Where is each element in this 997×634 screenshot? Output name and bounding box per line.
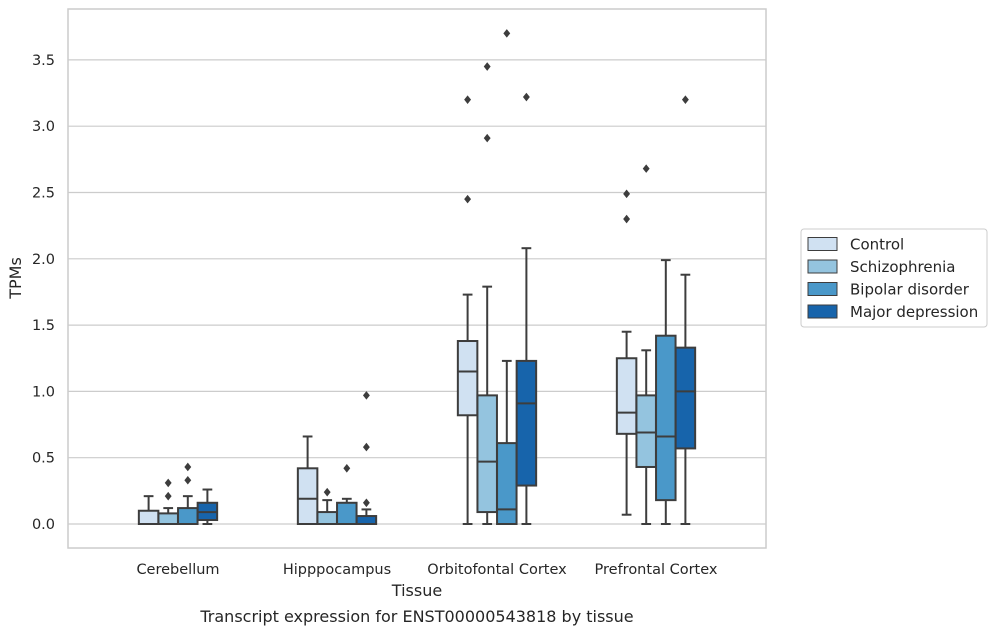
box-control (615, 189, 638, 516)
y-tick-label: 0.0 (32, 517, 55, 533)
y-tick-label: 1.0 (32, 384, 55, 400)
legend: Control Schizophrenia Bipolar disorder Majo… (800, 228, 988, 328)
outlier-point (164, 491, 172, 501)
box-iqr (496, 442, 518, 526)
legend-swatch (807, 304, 838, 319)
outlier-point (522, 92, 530, 102)
x-tick-label: Orbitofontal Cortex (427, 562, 567, 578)
outlier-point (483, 62, 491, 71)
y-tick-label: 2.0 (32, 252, 55, 268)
box-major-depression (355, 391, 378, 526)
outlier-point (464, 194, 472, 204)
legend-label: Major depression (850, 303, 978, 321)
legend-label: Schizophrenia (850, 258, 955, 276)
x-tick-labels: Cerebellum Hipppocampus Orbitofontal Corte… (136, 562, 717, 578)
outlier-point (483, 133, 491, 143)
box-schizophrenia (157, 478, 179, 526)
outlier-point (362, 391, 370, 400)
outlier-point (503, 29, 511, 38)
gridlines (68, 59, 766, 525)
box-control (296, 435, 319, 526)
outlier-point (642, 164, 650, 173)
outlier-point (362, 442, 370, 452)
legend-frame (800, 228, 988, 328)
x-tick-label: Cerebellum (136, 562, 219, 578)
box-major-depression (515, 92, 538, 525)
legend-swatch (807, 237, 838, 251)
plot-frame (67, 8, 767, 549)
box-bipolar-disorder (177, 462, 199, 526)
box-control (456, 95, 479, 525)
box-bipolar-disorder (655, 259, 677, 525)
box-iqr (635, 394, 657, 468)
y-tick-label: 0.5 (32, 451, 55, 467)
y-tick-label: 3.0 (32, 119, 55, 135)
box-control (137, 495, 160, 525)
box-iqr (476, 394, 498, 514)
outlier-point (164, 478, 172, 488)
box-iqr (177, 507, 199, 526)
box-iqr (655, 334, 677, 502)
outlier-point (623, 214, 631, 224)
box-bipolar-disorder (496, 29, 518, 526)
box-iqr (355, 515, 378, 526)
box-iqr (137, 509, 160, 525)
box-schizophrenia (635, 164, 657, 525)
legend-swatch (807, 259, 838, 274)
box-groups (137, 29, 697, 526)
outlier-point (343, 464, 351, 473)
box-iqr (316, 511, 338, 525)
outlier-point (623, 189, 631, 199)
box-major-depression (674, 95, 697, 525)
legend-label: Control (850, 236, 904, 254)
legend-swatch (807, 282, 838, 296)
box-schizophrenia (476, 62, 498, 525)
outlier-point (323, 487, 331, 497)
outlier-point (464, 95, 472, 104)
y-tick-label: 2.5 (32, 186, 55, 202)
figure-caption: Transcript expression for ENST0000054381… (199, 607, 633, 626)
x-axis-label: Tissue (391, 581, 442, 600)
box-iqr (336, 501, 358, 525)
outlier-point (362, 498, 370, 508)
box-major-depression (196, 488, 219, 525)
x-tick-label: Prefrontal Cortex (595, 562, 718, 578)
y-tick-labels: 0.0 0.5 1.0 1.5 2.0 2.5 3.0 3.5 (32, 53, 55, 533)
box-iqr (157, 512, 179, 526)
outlier-point (681, 95, 689, 104)
x-tick-label: Hipppocampus (283, 562, 391, 578)
box-iqr (615, 357, 638, 435)
outlier-point (184, 462, 192, 472)
box-bipolar-disorder (336, 464, 358, 525)
legend-label: Bipolar disorder (850, 281, 970, 299)
box-iqr (674, 346, 697, 450)
box-iqr (456, 340, 479, 417)
box-iqr (296, 467, 319, 526)
outlier-point (184, 475, 192, 485)
box-iqr (515, 359, 538, 487)
box-schizophrenia (316, 487, 338, 525)
y-axis-label: TPMs (6, 257, 25, 300)
y-tick-label: 3.5 (32, 53, 55, 69)
y-tick-label: 1.5 (32, 318, 55, 334)
